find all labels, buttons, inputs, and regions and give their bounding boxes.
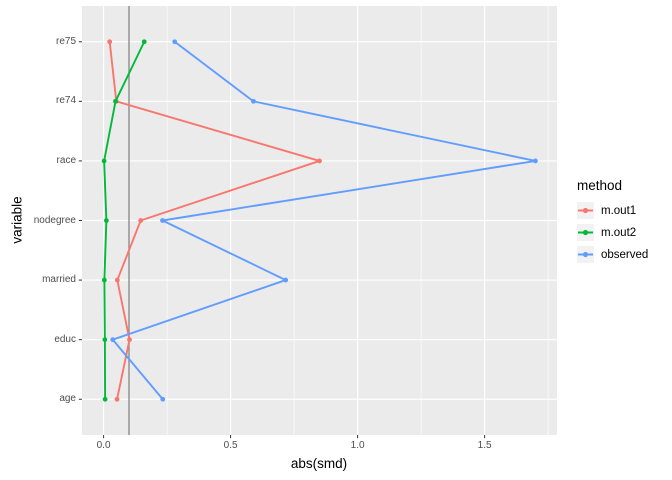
y-tick-label-age: age [59, 393, 76, 405]
y-tick-label-nodegree: nodegree [33, 214, 76, 226]
point-m-out2-nodegree [103, 218, 109, 223]
x-tick-label-1-5: 1.5 [477, 440, 492, 451]
x-tick-label-0-0: 0.0 [96, 440, 111, 451]
point-m-out2-married [101, 277, 107, 283]
point-m-out1-age [114, 396, 120, 402]
point-observed-nodegree [160, 218, 165, 223]
point-observed-race [533, 158, 538, 164]
legend-item-m-out1: m.out1 [577, 202, 648, 219]
legend-item-label: m.out2 [601, 226, 637, 239]
y-tick-label-race: race [56, 154, 76, 166]
legend-items: m.out1 m.out2 observed [577, 202, 648, 263]
point-observed-married [283, 277, 289, 283]
point-m-out2-re75 [141, 39, 147, 45]
point-m-out2-educ [102, 337, 108, 343]
point-observed-re75 [172, 39, 178, 45]
legend-key-icon-m-out2 [577, 224, 594, 241]
point-observed-re74 [251, 98, 256, 104]
point-m-out1-re75 [107, 39, 113, 45]
legend-item-label: m.out1 [601, 204, 637, 217]
point-observed-educ [110, 337, 116, 343]
y-tick-label-re75: re75 [55, 35, 76, 47]
point-m-out1-educ [127, 337, 132, 343]
legend-key-icon-m-out1 [577, 202, 594, 219]
point-m-out2-age [102, 396, 108, 402]
y-axis-title: variable [9, 196, 25, 244]
y-tick-label-educ: educ [54, 333, 76, 345]
y-tick-label-married: married [42, 274, 76, 286]
legend-item-observed: observed [577, 246, 648, 263]
point-m-out2-re74 [113, 98, 118, 104]
x-tick-label-1-0: 1.0 [350, 440, 365, 451]
y-tick-label-re74: re74 [55, 95, 76, 107]
point-m-out1-nodegree [138, 218, 144, 223]
x-axis-title: abs(smd) [290, 456, 348, 471]
legend-item-label: observed [601, 248, 649, 261]
point-m-out2-race [101, 158, 107, 164]
legend: method m.out1 m.out2 observed [577, 177, 648, 268]
legend-item-m-out2: m.out2 [577, 224, 648, 241]
point-m-out1-race [317, 158, 322, 164]
legend-key-icon-observed [577, 246, 594, 263]
x-tick-label-0-5: 0.5 [223, 440, 238, 451]
point-m-out1-married [114, 277, 120, 283]
legend-title: method [577, 178, 623, 193]
point-observed-age [160, 396, 166, 402]
